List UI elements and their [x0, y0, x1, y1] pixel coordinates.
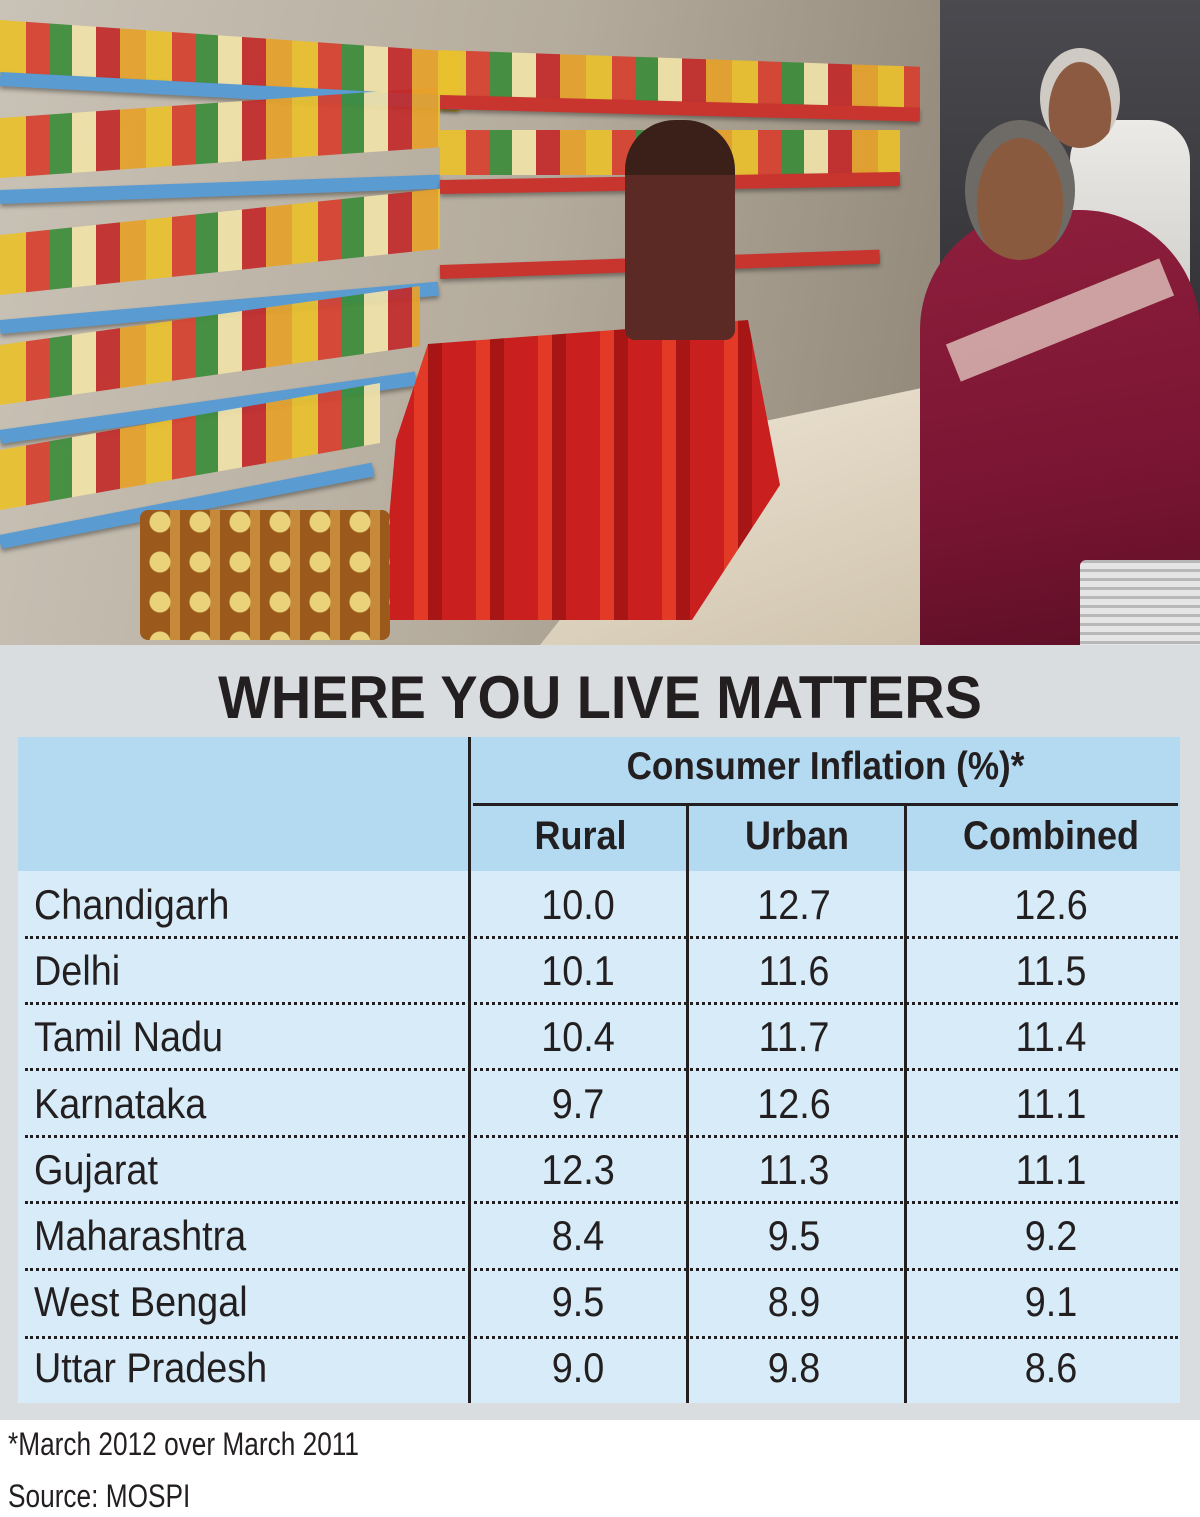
row-label-uttar-pradesh: Uttar Pradesh: [34, 1344, 268, 1391]
cell-rural: 10.1: [541, 947, 615, 994]
column-divider: [686, 806, 689, 1403]
row-separator: [25, 1268, 1178, 1271]
header-rule: [473, 803, 1178, 806]
cell-combined: 12.6: [1014, 881, 1088, 928]
cell-urban: 12.6: [757, 1080, 831, 1127]
cell-combined: 8.6: [1024, 1344, 1078, 1391]
row-label-maharashtra: Maharashtra: [34, 1212, 247, 1259]
shopping-basket: [1080, 560, 1200, 645]
cell-combined: 9.2: [1024, 1212, 1078, 1259]
column-header-rural: Rural: [534, 814, 627, 858]
cell-urban: 11.7: [758, 1013, 830, 1060]
cell-urban: 9.8: [767, 1344, 821, 1391]
row-label-gujarat: Gujarat: [34, 1146, 158, 1193]
row-separator: [25, 1068, 1178, 1071]
column-header-urban: Urban: [744, 814, 850, 858]
chart-title: WHERE YOU LIVE MATTERS: [218, 664, 982, 731]
row-label-delhi: Delhi: [34, 947, 121, 994]
jar-display: [140, 510, 390, 640]
cell-combined: 11.5: [1015, 947, 1087, 994]
cell-rural: 10.4: [541, 1013, 615, 1060]
column-header-combined: Combined: [962, 814, 1139, 858]
cell-urban: 12.7: [757, 881, 831, 928]
man-head: [1040, 48, 1120, 148]
row-label-tamil-nadu: Tamil Nadu: [34, 1013, 224, 1060]
supermarket-photo: [0, 0, 1200, 645]
staff-figure: [625, 120, 735, 340]
cell-combined: 11.4: [1015, 1013, 1087, 1060]
cell-combined: 11.1: [1015, 1080, 1087, 1127]
row-label-west-bengal: West Bengal: [34, 1278, 248, 1325]
cell-rural: 9.0: [551, 1344, 605, 1391]
cell-combined: 9.1: [1024, 1278, 1078, 1325]
row-separator: [25, 1201, 1178, 1204]
row-separator: [25, 1336, 1178, 1339]
footnote: *March 2012 over March 2011: [8, 1426, 360, 1462]
product-display: [380, 320, 780, 620]
cell-rural: 9.7: [551, 1080, 605, 1127]
row-separator: [25, 1002, 1178, 1005]
group-header: Consumer Inflation (%)*: [626, 745, 1025, 788]
cell-urban: 11.3: [758, 1146, 830, 1193]
source-note: Source: MOSPI: [8, 1478, 191, 1514]
cell-rural: 12.3: [541, 1146, 615, 1193]
row-separator: [25, 936, 1178, 939]
row-label-chandigarh: Chandigarh: [34, 881, 230, 928]
cell-rural: 10.0: [541, 881, 615, 928]
cell-rural: 9.5: [551, 1278, 605, 1325]
cell-rural: 8.4: [551, 1212, 605, 1259]
cell-urban: 9.5: [767, 1212, 821, 1259]
row-label-karnataka: Karnataka: [34, 1080, 207, 1127]
cell-urban: 8.9: [767, 1278, 821, 1325]
cell-urban: 11.6: [758, 947, 830, 994]
woman-head: [965, 120, 1075, 260]
row-separator: [25, 1135, 1178, 1138]
column-divider: [904, 806, 907, 1403]
cell-combined: 11.1: [1015, 1146, 1087, 1193]
